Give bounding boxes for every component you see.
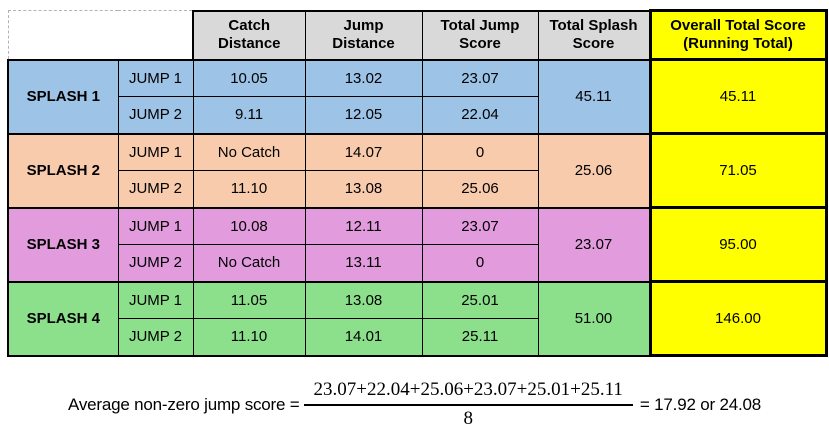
header-total-jump-score: Total Jump Score — [421, 9, 539, 61]
jump-distance-cell: 12.11 — [304, 206, 423, 245]
splash2-jump1-row: SPLASH 2 JUMP 1 No Catch 14.07 0 25.06 7… — [7, 132, 828, 209]
formula-result: = 17.92 or 24.08 — [639, 395, 762, 414]
formula-denominator: 8 — [463, 408, 473, 429]
catch-distance-cell: 11.10 — [192, 170, 306, 208]
splash4-jump1-row: SPLASH 4 JUMP 1 11.05 13.08 25.01 51.00 … — [7, 280, 828, 357]
catch-distance-cell: No Catch — [192, 244, 306, 282]
jump-label-cell: JUMP 2 — [117, 244, 194, 282]
catch-distance-cell: 11.10 — [192, 318, 306, 357]
catch-distance-cell: 9.11 — [192, 96, 306, 134]
splash3-label: SPLASH 3 — [7, 206, 119, 282]
jump-distance-cell: 13.02 — [304, 58, 423, 97]
total-jump-score-cell: 22.04 — [421, 96, 539, 134]
jump-label-cell: JUMP 1 — [117, 132, 194, 171]
overall-total-cell: 146.00 — [648, 280, 828, 357]
total-splash-score-cell: 51.00 — [537, 280, 651, 357]
jump-label-cell: JUMP 2 — [117, 96, 194, 134]
jump-distance-cell: 12.05 — [304, 96, 423, 134]
overall-total-cell: 71.05 — [648, 132, 828, 209]
splash2-jump2-row: JUMP 2 11.10 13.08 25.06 — [8, 170, 826, 208]
jump-label-cell: JUMP 2 — [117, 318, 194, 357]
total-jump-score-cell: 25.01 — [421, 280, 539, 319]
jump-label-cell: JUMP 1 — [117, 206, 194, 245]
formula-numerator: 23.07+22.04+25.06+23.07+25.01+25.11 — [303, 379, 633, 406]
jump-distance-cell: 14.07 — [304, 132, 423, 171]
total-splash-score-cell: 25.06 — [537, 132, 651, 208]
total-jump-score-cell: 23.07 — [421, 206, 539, 245]
header-overall-total-score: Overall Total Score (Running Total) — [648, 9, 828, 61]
overall-total-cell: 45.11 — [648, 58, 828, 135]
header-jump-distance: Jump Distance — [304, 9, 423, 61]
average-formula: Average non-zero jump score = 23.07+22.0… — [0, 376, 829, 434]
header-total-splash-score: Total Splash Score — [537, 9, 651, 61]
total-jump-score-cell: 25.11 — [421, 318, 539, 357]
empty-corner-cell — [7, 10, 194, 61]
total-splash-score-cell: 23.07 — [537, 206, 651, 282]
total-jump-score-cell: 0 — [421, 244, 539, 282]
splash1-jump2-row: JUMP 2 9.11 12.05 22.04 — [8, 96, 826, 134]
catch-distance-cell: No Catch — [192, 132, 306, 171]
jump-label-cell: JUMP 1 — [117, 280, 194, 319]
formula-fraction: 23.07+22.04+25.06+23.07+25.01+25.11 8 — [303, 379, 633, 430]
splash4-jump2-row: JUMP 2 11.10 14.01 25.11 — [8, 318, 826, 357]
jump-distance-cell: 13.11 — [304, 244, 423, 282]
splash1-label: SPLASH 1 — [7, 58, 119, 134]
catch-distance-cell: 10.05 — [192, 58, 306, 97]
total-jump-score-cell: 25.06 — [421, 170, 539, 208]
splash3-jump1-row: SPLASH 3 JUMP 1 10.08 12.11 23.07 23.07 … — [7, 206, 828, 283]
jump-distance-cell: 14.01 — [304, 318, 423, 357]
total-jump-score-cell: 0 — [421, 132, 539, 171]
catch-distance-cell: 10.08 — [192, 206, 306, 245]
jump-distance-cell: 13.08 — [304, 170, 423, 208]
total-splash-score-cell: 45.11 — [537, 58, 651, 134]
catch-distance-cell: 11.05 — [192, 280, 306, 319]
jump-label-cell: JUMP 2 — [117, 170, 194, 208]
header-row: Catch Distance Jump Distance Total Jump … — [7, 9, 828, 61]
splash3-jump2-row: JUMP 2 No Catch 13.11 0 — [8, 244, 826, 282]
score-table: Catch Distance Jump Distance Total Jump … — [7, 9, 828, 357]
splash1-jump1-row: SPLASH 1 JUMP 1 10.05 13.02 23.07 45.11 … — [7, 58, 828, 135]
formula-label: Average non-zero jump score = — [67, 395, 300, 414]
jump-label-cell: JUMP 1 — [117, 58, 194, 97]
splash2-label: SPLASH 2 — [7, 132, 119, 208]
header-catch-distance: Catch Distance — [192, 9, 306, 61]
overall-total-cell: 95.00 — [648, 206, 828, 283]
jump-distance-cell: 13.08 — [304, 280, 423, 319]
splash4-label: SPLASH 4 — [7, 280, 119, 357]
total-jump-score-cell: 23.07 — [421, 58, 539, 97]
